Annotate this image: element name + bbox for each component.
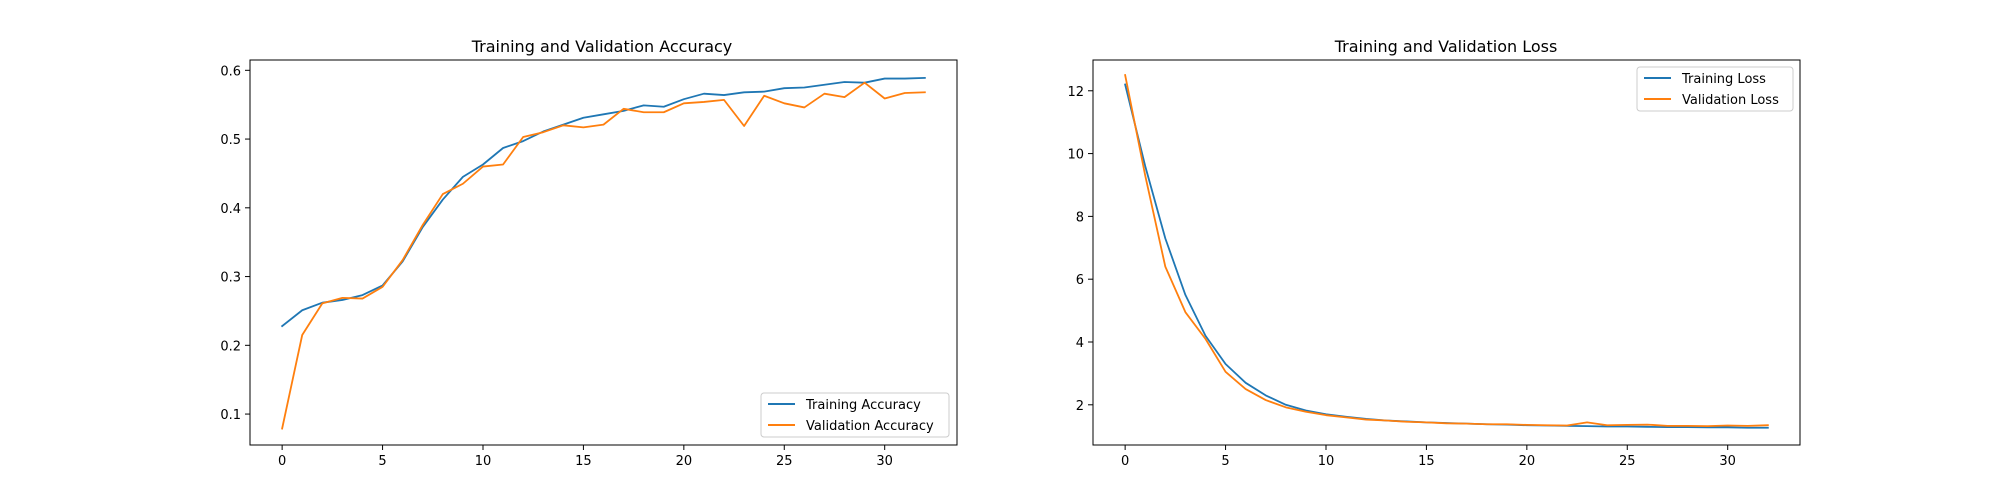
y-tick-label: 10	[1067, 148, 1084, 163]
y-tick-label: 0.5	[220, 133, 241, 148]
series-line-validation-loss	[1124, 74, 1769, 428]
legend-label-training-accuracy: Training Accuracy	[805, 398, 921, 413]
x-tick-label: 0	[278, 454, 286, 469]
x-tick-label: 20	[676, 454, 693, 469]
legend-label-validation-accuracy: Validation Accuracy	[806, 419, 934, 434]
x-tick-label: 30	[1719, 454, 1736, 469]
x-tick-label: 15	[575, 454, 592, 469]
y-tick-label: 0.1	[220, 408, 241, 423]
legend-label-training-loss: Training Loss	[1681, 72, 1766, 87]
legend-box	[1636, 66, 1794, 112]
x-tick-label: 5	[378, 454, 386, 469]
series-lines	[280, 76, 926, 430]
x-tick-label: 10	[1318, 454, 1335, 469]
y-tick-label: 8	[1076, 210, 1084, 225]
x-tick-label: 20	[1519, 454, 1536, 469]
x-tick-label: 25	[1619, 454, 1636, 469]
y-tick-label: 4	[1076, 336, 1084, 351]
tick-group: 0 5 10 15 20 25 30 2 4 6 8 10 12	[1067, 85, 1736, 469]
y-tick-label: 12	[1067, 85, 1084, 100]
plot-frame	[1092, 59, 1801, 446]
accuracy-chart: Training and Validation Accuracy 0 5 10 15 2…	[220, 37, 958, 469]
chart-title: Training and Validation Accuracy	[471, 37, 733, 56]
y-tick-label: 6	[1076, 273, 1084, 288]
y-tick-label: 0.3	[220, 271, 241, 286]
y-tick-label: 0.4	[220, 202, 241, 217]
x-tick-label: 15	[1418, 454, 1435, 469]
loss-chart: Training and Validation Loss 0 5 10 15 20 25 3…	[1067, 37, 1801, 469]
legend: Training Accuracy Validation Accuracy	[760, 392, 950, 438]
tick-group: 0 5 10 15 20 25 30 0.1 0.2 0.3 0.4 0.5 0.6	[220, 64, 893, 469]
legend-label-validation-loss: Validation Loss	[1682, 93, 1779, 108]
y-tick-label: 2	[1076, 399, 1084, 414]
legend-box	[760, 392, 950, 438]
x-tick-label: 10	[475, 454, 492, 469]
y-tick-label: 0.6	[220, 64, 241, 79]
x-tick-label: 0	[1121, 454, 1129, 469]
x-tick-label: 30	[876, 454, 893, 469]
x-tick-label: 5	[1221, 454, 1229, 469]
series-line-validation-accuracy	[281, 81, 926, 430]
plot-frame	[249, 59, 958, 446]
legend: Training Loss Validation Loss	[1636, 66, 1794, 112]
x-tick-label: 25	[776, 454, 793, 469]
y-tick-label: 0.2	[220, 339, 241, 354]
chart-title: Training and Validation Loss	[1334, 37, 1558, 56]
series-lines	[1124, 74, 1769, 429]
